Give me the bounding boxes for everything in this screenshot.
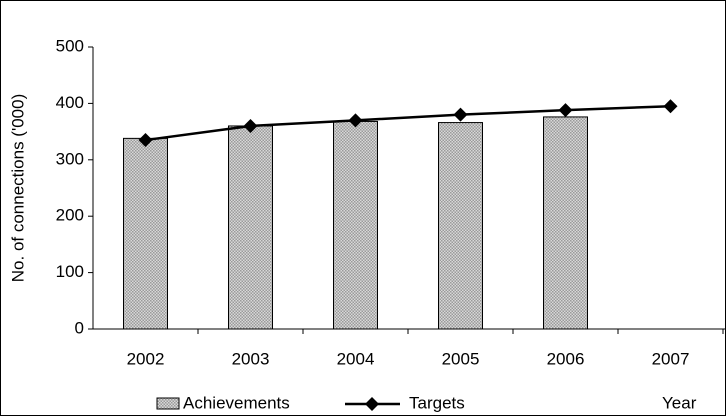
y-tick-label: 0 xyxy=(75,318,84,337)
line-marker xyxy=(348,113,363,128)
bar xyxy=(438,122,483,330)
legend-label: Achievements xyxy=(183,393,290,412)
y-tick-label: 400 xyxy=(56,93,84,112)
legend-marker xyxy=(365,397,379,411)
x-tick-label: 2005 xyxy=(442,349,480,368)
x-axis-label: Year xyxy=(662,393,697,412)
legend-label: Targets xyxy=(409,393,465,412)
x-tick-label: 2003 xyxy=(232,349,270,368)
line-marker xyxy=(558,103,573,118)
line-marker xyxy=(453,107,468,122)
x-tick-label: 2006 xyxy=(547,349,585,368)
y-tick-label: 500 xyxy=(56,36,84,55)
y-tick-label: 300 xyxy=(56,149,84,168)
legend-swatch xyxy=(156,397,180,410)
x-tick-label: 2007 xyxy=(652,349,690,368)
x-tick-label: 2004 xyxy=(337,349,375,368)
bar xyxy=(228,125,273,330)
y-axis-label: No. of connections ('000) xyxy=(8,94,27,282)
bar xyxy=(543,116,588,330)
bar xyxy=(123,137,168,330)
line-marker xyxy=(243,118,258,133)
y-tick-label: 200 xyxy=(56,206,84,225)
y-tick-label: 100 xyxy=(56,262,84,281)
line-marker xyxy=(138,133,153,148)
line xyxy=(145,104,671,142)
bar xyxy=(333,120,378,330)
line-marker xyxy=(663,99,678,114)
x-tick-label: 2002 xyxy=(127,349,165,368)
